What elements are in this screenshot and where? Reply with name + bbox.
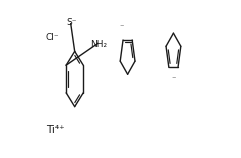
- Text: S⁻: S⁻: [66, 18, 77, 27]
- Text: ⁻: ⁻: [171, 75, 176, 83]
- Text: Cl⁻: Cl⁻: [46, 33, 59, 42]
- Text: NH₂: NH₂: [91, 40, 108, 49]
- Text: ⁻: ⁻: [119, 22, 123, 31]
- Text: Ti⁴⁺: Ti⁴⁺: [47, 125, 65, 135]
